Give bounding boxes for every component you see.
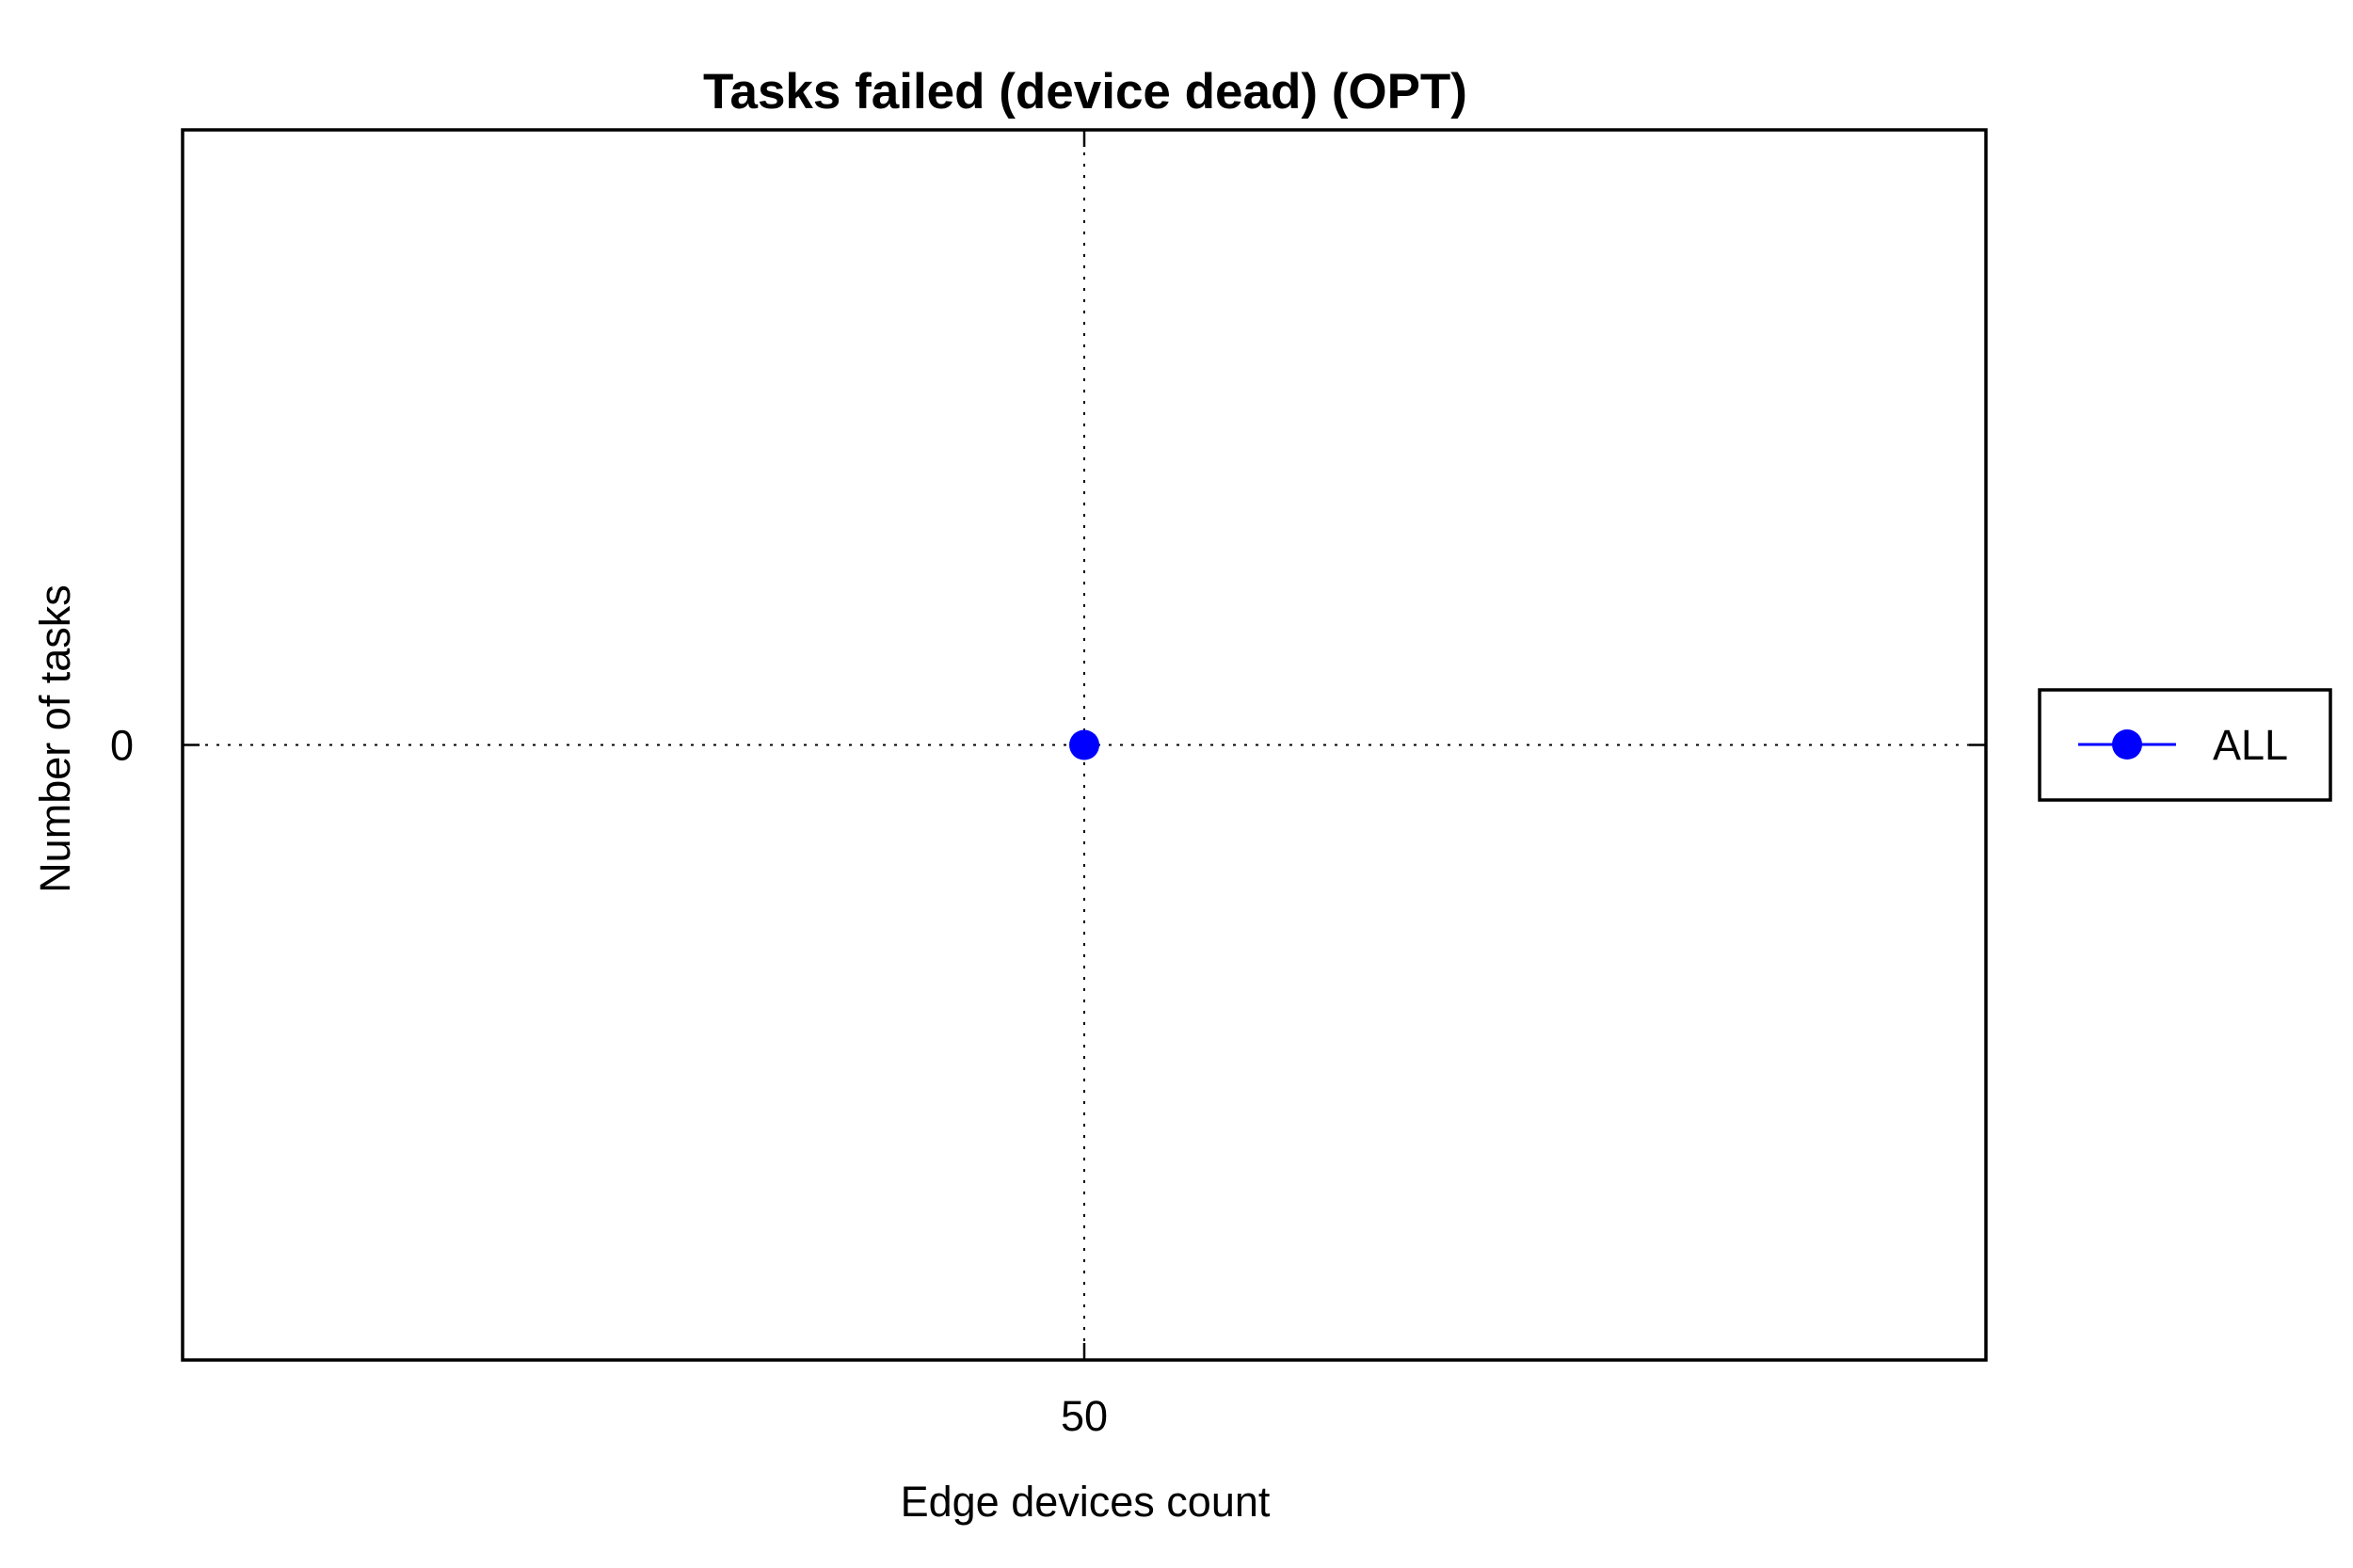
series-layer <box>1069 729 1099 760</box>
grid-lines <box>183 130 1986 1360</box>
axis-ticks: 50 0 <box>110 130 1986 1440</box>
legend-label-all: ALL <box>2213 721 2288 769</box>
x-tick-label: 50 <box>1061 1392 1108 1440</box>
plot-area-frame <box>181 128 1988 1362</box>
legend-series-marker <box>2112 729 2142 760</box>
y-axis-label: Number of tasks <box>31 584 79 893</box>
x-axis-label: Edge devices count <box>901 1478 1271 1526</box>
data-point <box>1069 729 1099 760</box>
y-tick-label: 0 <box>110 722 134 770</box>
legend: ALL <box>2038 688 2332 802</box>
chart-title: Tasks failed (device dead) (OPT) <box>703 64 1467 120</box>
